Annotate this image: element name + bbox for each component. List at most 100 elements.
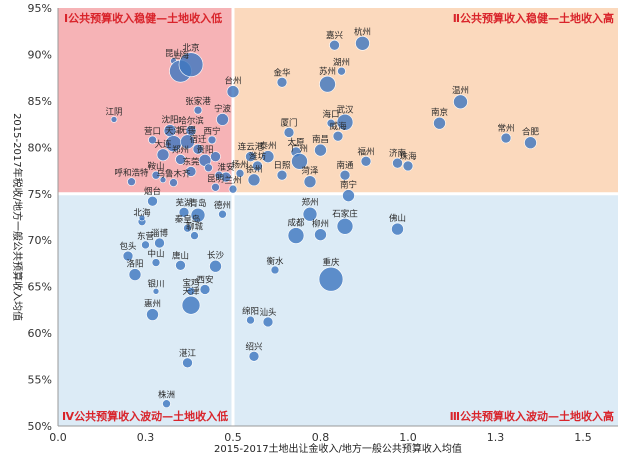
data-point-label: 珠海 xyxy=(399,151,417,162)
data-point xyxy=(314,143,327,157)
data-point-label: 南京 xyxy=(431,107,448,118)
y-tick-label: 65% xyxy=(28,281,52,294)
data-point-label: 洛阳 xyxy=(126,259,143,270)
x-tick-label: 1.3 xyxy=(487,431,505,444)
data-point xyxy=(180,134,195,150)
data-point-label: 呼和浩特 xyxy=(114,168,149,179)
quadrant-IV-label: Ⅳ公共预算收入波动—土地收入低 xyxy=(62,409,228,423)
data-point-label: 湛江 xyxy=(179,349,197,359)
data-point-label: 西安 xyxy=(196,274,213,285)
data-point-label: 聊城 xyxy=(186,222,204,233)
data-point-label: 郑州 xyxy=(172,144,189,155)
y-tick-label: 90% xyxy=(28,48,52,61)
data-point-label: 佛山 xyxy=(389,213,406,224)
data-point xyxy=(524,136,537,149)
data-point xyxy=(154,237,165,249)
data-point-label: 杭州 xyxy=(354,26,371,37)
data-point-label: 青岛 xyxy=(189,198,206,209)
data-point-label: 石家庄 xyxy=(332,208,358,219)
data-point xyxy=(152,288,160,295)
data-point-label: 兰州 xyxy=(224,175,241,186)
data-point xyxy=(247,173,261,187)
data-point-label: 宝鸡 xyxy=(182,277,199,288)
data-point-label: 株洲 xyxy=(158,390,175,401)
data-point-label: 扬州 xyxy=(231,159,248,170)
data-point-label: 芜湖 xyxy=(175,197,192,208)
data-point-label: 乌鲁木齐 xyxy=(156,169,191,180)
data-point-label: 武汉 xyxy=(336,104,354,115)
data-point-label: 贵阳 xyxy=(196,144,213,155)
data-point xyxy=(214,170,224,180)
y-tick-label: 95% xyxy=(28,2,52,15)
data-point-label: 绍兴 xyxy=(245,341,263,352)
data-point xyxy=(190,207,206,223)
data-point xyxy=(246,315,255,325)
data-point-label: 沈阳 xyxy=(161,115,178,126)
data-point xyxy=(326,118,336,128)
quadrant-III-bg xyxy=(233,193,618,426)
data-point-label: 太原 xyxy=(287,137,304,148)
data-point xyxy=(211,182,220,192)
quadrant-I-label: Ⅰ公共预算收入稳健—土地收入低 xyxy=(64,11,222,25)
data-point xyxy=(175,154,186,165)
x-tick-label: 1.5 xyxy=(574,431,592,444)
data-point xyxy=(337,66,346,76)
data-point-label: 汕头 xyxy=(259,307,277,318)
data-point-label: 厦门 xyxy=(280,117,297,128)
x-axis-title: 2015-2017土地出让金收入/地方一般公共预算收入均值 xyxy=(214,442,462,455)
data-point xyxy=(245,151,256,162)
data-point xyxy=(391,222,404,236)
quadrant-IV-bg xyxy=(58,193,233,426)
data-point xyxy=(122,250,134,262)
data-point xyxy=(360,155,372,167)
data-point-label: 南通 xyxy=(336,160,354,171)
data-point-label: 无锡 xyxy=(179,126,197,136)
data-point xyxy=(318,266,344,292)
data-point xyxy=(226,85,240,98)
data-point xyxy=(355,35,370,51)
data-point xyxy=(210,151,221,162)
data-point xyxy=(276,77,288,88)
data-point-label: 中山 xyxy=(147,249,164,260)
data-point xyxy=(248,351,260,362)
data-point xyxy=(181,295,201,315)
data-point-label: 大连 xyxy=(154,139,172,150)
data-point-label: 温州 xyxy=(452,85,469,96)
data-point xyxy=(252,160,263,172)
y-tick-label: 60% xyxy=(28,327,52,340)
data-point xyxy=(175,260,186,271)
data-point-label: 济南 xyxy=(389,148,406,159)
data-point xyxy=(433,116,446,130)
data-point-label: 衡水 xyxy=(266,256,284,267)
data-point-label: 江阴 xyxy=(105,107,122,117)
data-point xyxy=(141,240,150,250)
quadrant-II-label: Ⅱ公共预算收入稳健—土地收入高 xyxy=(453,11,614,25)
x-tick-label: 0.0 xyxy=(49,431,67,444)
data-point-label: 广州 xyxy=(291,143,308,154)
data-point xyxy=(336,113,354,131)
data-point-label: 上海 xyxy=(172,50,190,61)
data-point xyxy=(169,178,178,187)
data-point-label: 淄博 xyxy=(151,228,169,239)
data-point-label: 台州 xyxy=(224,76,241,87)
data-point-label: 成都 xyxy=(287,218,305,229)
data-point-label: 宿迁 xyxy=(189,134,207,145)
y-tick-label: 80% xyxy=(28,141,52,154)
data-point-label: 德州 xyxy=(214,200,231,211)
data-point xyxy=(453,94,468,110)
data-point xyxy=(339,169,351,181)
data-point xyxy=(127,177,136,187)
y-tick-label: 55% xyxy=(28,374,52,387)
data-point xyxy=(193,105,203,115)
data-point xyxy=(402,160,414,172)
data-point xyxy=(178,207,190,218)
data-point xyxy=(192,143,204,155)
data-point-label: 鞍山 xyxy=(147,161,164,172)
data-point xyxy=(178,52,204,77)
data-point xyxy=(500,132,512,144)
data-point xyxy=(216,113,229,126)
x-tick-label: 1.0 xyxy=(399,431,417,444)
data-point xyxy=(283,127,295,138)
data-point xyxy=(183,223,192,233)
data-point-label: 秦皇岛 xyxy=(175,214,201,225)
